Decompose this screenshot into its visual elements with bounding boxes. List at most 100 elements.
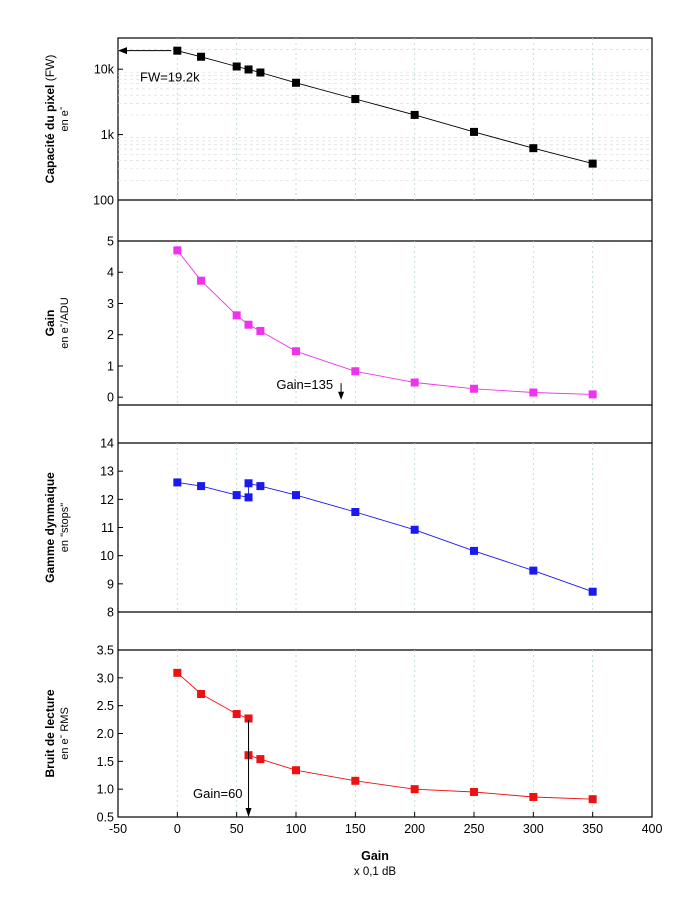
data-point [588, 390, 597, 399]
x-tick-label: 200 [404, 822, 425, 836]
data-point [292, 766, 300, 775]
data-point [173, 246, 182, 255]
y-axis-sublabel: en "stops" [59, 503, 71, 552]
data-point [470, 787, 478, 796]
data-point [256, 482, 265, 491]
data-point [351, 367, 360, 376]
x-tick-label: 50 [230, 822, 244, 836]
y-tick-label: 0.5 [97, 811, 114, 825]
y-tick-label: 14 [100, 437, 114, 451]
data-point [351, 95, 360, 104]
data-point [232, 710, 241, 719]
data-point [232, 62, 241, 71]
y-tick-label: 9 [107, 577, 114, 591]
series-line-noise [177, 672, 593, 800]
annotation-arrow-head [338, 391, 345, 400]
y-axis-label: Capacité du pixel (FW) [43, 55, 57, 184]
data-point [173, 668, 182, 677]
data-point [256, 755, 265, 764]
data-point [410, 525, 419, 534]
data-point [470, 127, 478, 136]
y-tick-label: 8 [107, 606, 114, 620]
annotation-arrow-head [245, 808, 252, 817]
y-tick-label: 2.0 [97, 727, 114, 741]
y-tick-label: 1.5 [97, 755, 114, 769]
data-point [232, 491, 241, 500]
y-tick-label: 2.5 [97, 699, 114, 713]
data-point [292, 78, 300, 87]
panel-fw: 100 1k 10k Capacité du pixel (FW)en e- FW=19… [43, 46, 652, 208]
y-tick-label: 1.0 [97, 783, 114, 797]
y-tick-label: 11 [101, 521, 114, 535]
y-tick-label: 0 [107, 391, 114, 405]
data-point [197, 276, 206, 285]
x-axis-subtitle: x 0,1 dB [354, 866, 397, 878]
data-point [232, 311, 241, 320]
x-tick-label: -50 [109, 822, 127, 836]
data-point [292, 491, 300, 500]
data-point [256, 326, 265, 335]
data-point [470, 546, 478, 555]
data-point [173, 46, 182, 55]
annotation-label: FW=19.2k [140, 70, 200, 85]
y-tick-label: 12 [100, 493, 114, 507]
y-axis-sublabel: en e- RMS [55, 707, 71, 760]
data-point [470, 384, 478, 393]
data-point [410, 110, 419, 119]
annotation-label: Gain=135 [276, 377, 333, 392]
data-point [197, 689, 206, 698]
x-tick-label: 0 [174, 822, 181, 836]
data-point [292, 347, 300, 356]
y-axis-label: Bruit de lecture [43, 689, 57, 777]
data-point [197, 482, 206, 491]
data-point [410, 378, 419, 387]
x-tick-label: 400 [642, 822, 663, 836]
y-tick-label: 2 [107, 328, 114, 342]
data-point [244, 479, 253, 488]
y-tick-label: 1 [107, 359, 114, 373]
y-tick-label: 3.0 [97, 671, 114, 685]
plot-frame [117, 37, 653, 818]
data-point [351, 776, 360, 785]
x-axis-title: Gain [361, 849, 389, 863]
x-tick-label: 350 [582, 822, 603, 836]
panel-dr: 8 9 10 11 12 13 14 Gamme dynmaique en "stops" [43, 437, 597, 620]
data-point [256, 68, 265, 77]
data-point [244, 493, 253, 502]
data-point [410, 785, 419, 794]
data-point [529, 792, 538, 801]
series-line-gain [176, 250, 593, 395]
x-tick-label: 100 [286, 822, 307, 836]
y-tick-label: 4 [107, 266, 114, 280]
y-tick-label: 1k [101, 128, 115, 142]
data-point [588, 587, 597, 596]
y-tick-label: 13 [100, 465, 114, 479]
y-axis-label: Gain [43, 310, 57, 337]
y-tick-label: 100 [93, 194, 114, 208]
y-tick-label: 10 [100, 549, 114, 563]
y-axis-sublabel: en e- [55, 106, 71, 131]
annotation-label: Gain=60 [193, 786, 243, 801]
data-point [588, 159, 597, 168]
x-tick-label: 250 [464, 822, 485, 836]
x-tick-label: 300 [523, 822, 544, 836]
panel-noise: 0.5 1.0 1.5 2.0 2.5 3.0 3.5 Bruit de lecture en … [43, 644, 597, 825]
data-point [197, 52, 206, 61]
y-tick-label: 3.5 [97, 644, 114, 658]
data-point [588, 795, 597, 804]
data-point [244, 320, 253, 329]
data-point [529, 566, 538, 575]
y-axis-sublabel: en e-/ADU [55, 297, 71, 348]
y-tick-label: 5 [107, 235, 114, 249]
data-point [244, 65, 253, 74]
data-point [173, 478, 182, 487]
y-tick-label: 3 [107, 297, 114, 311]
y-axis-label: Gamme dynmaique [43, 472, 57, 583]
data-point [529, 144, 538, 153]
x-tick-label: 150 [345, 822, 366, 836]
data-point [244, 714, 253, 723]
annotation-arrow-head [118, 47, 127, 55]
